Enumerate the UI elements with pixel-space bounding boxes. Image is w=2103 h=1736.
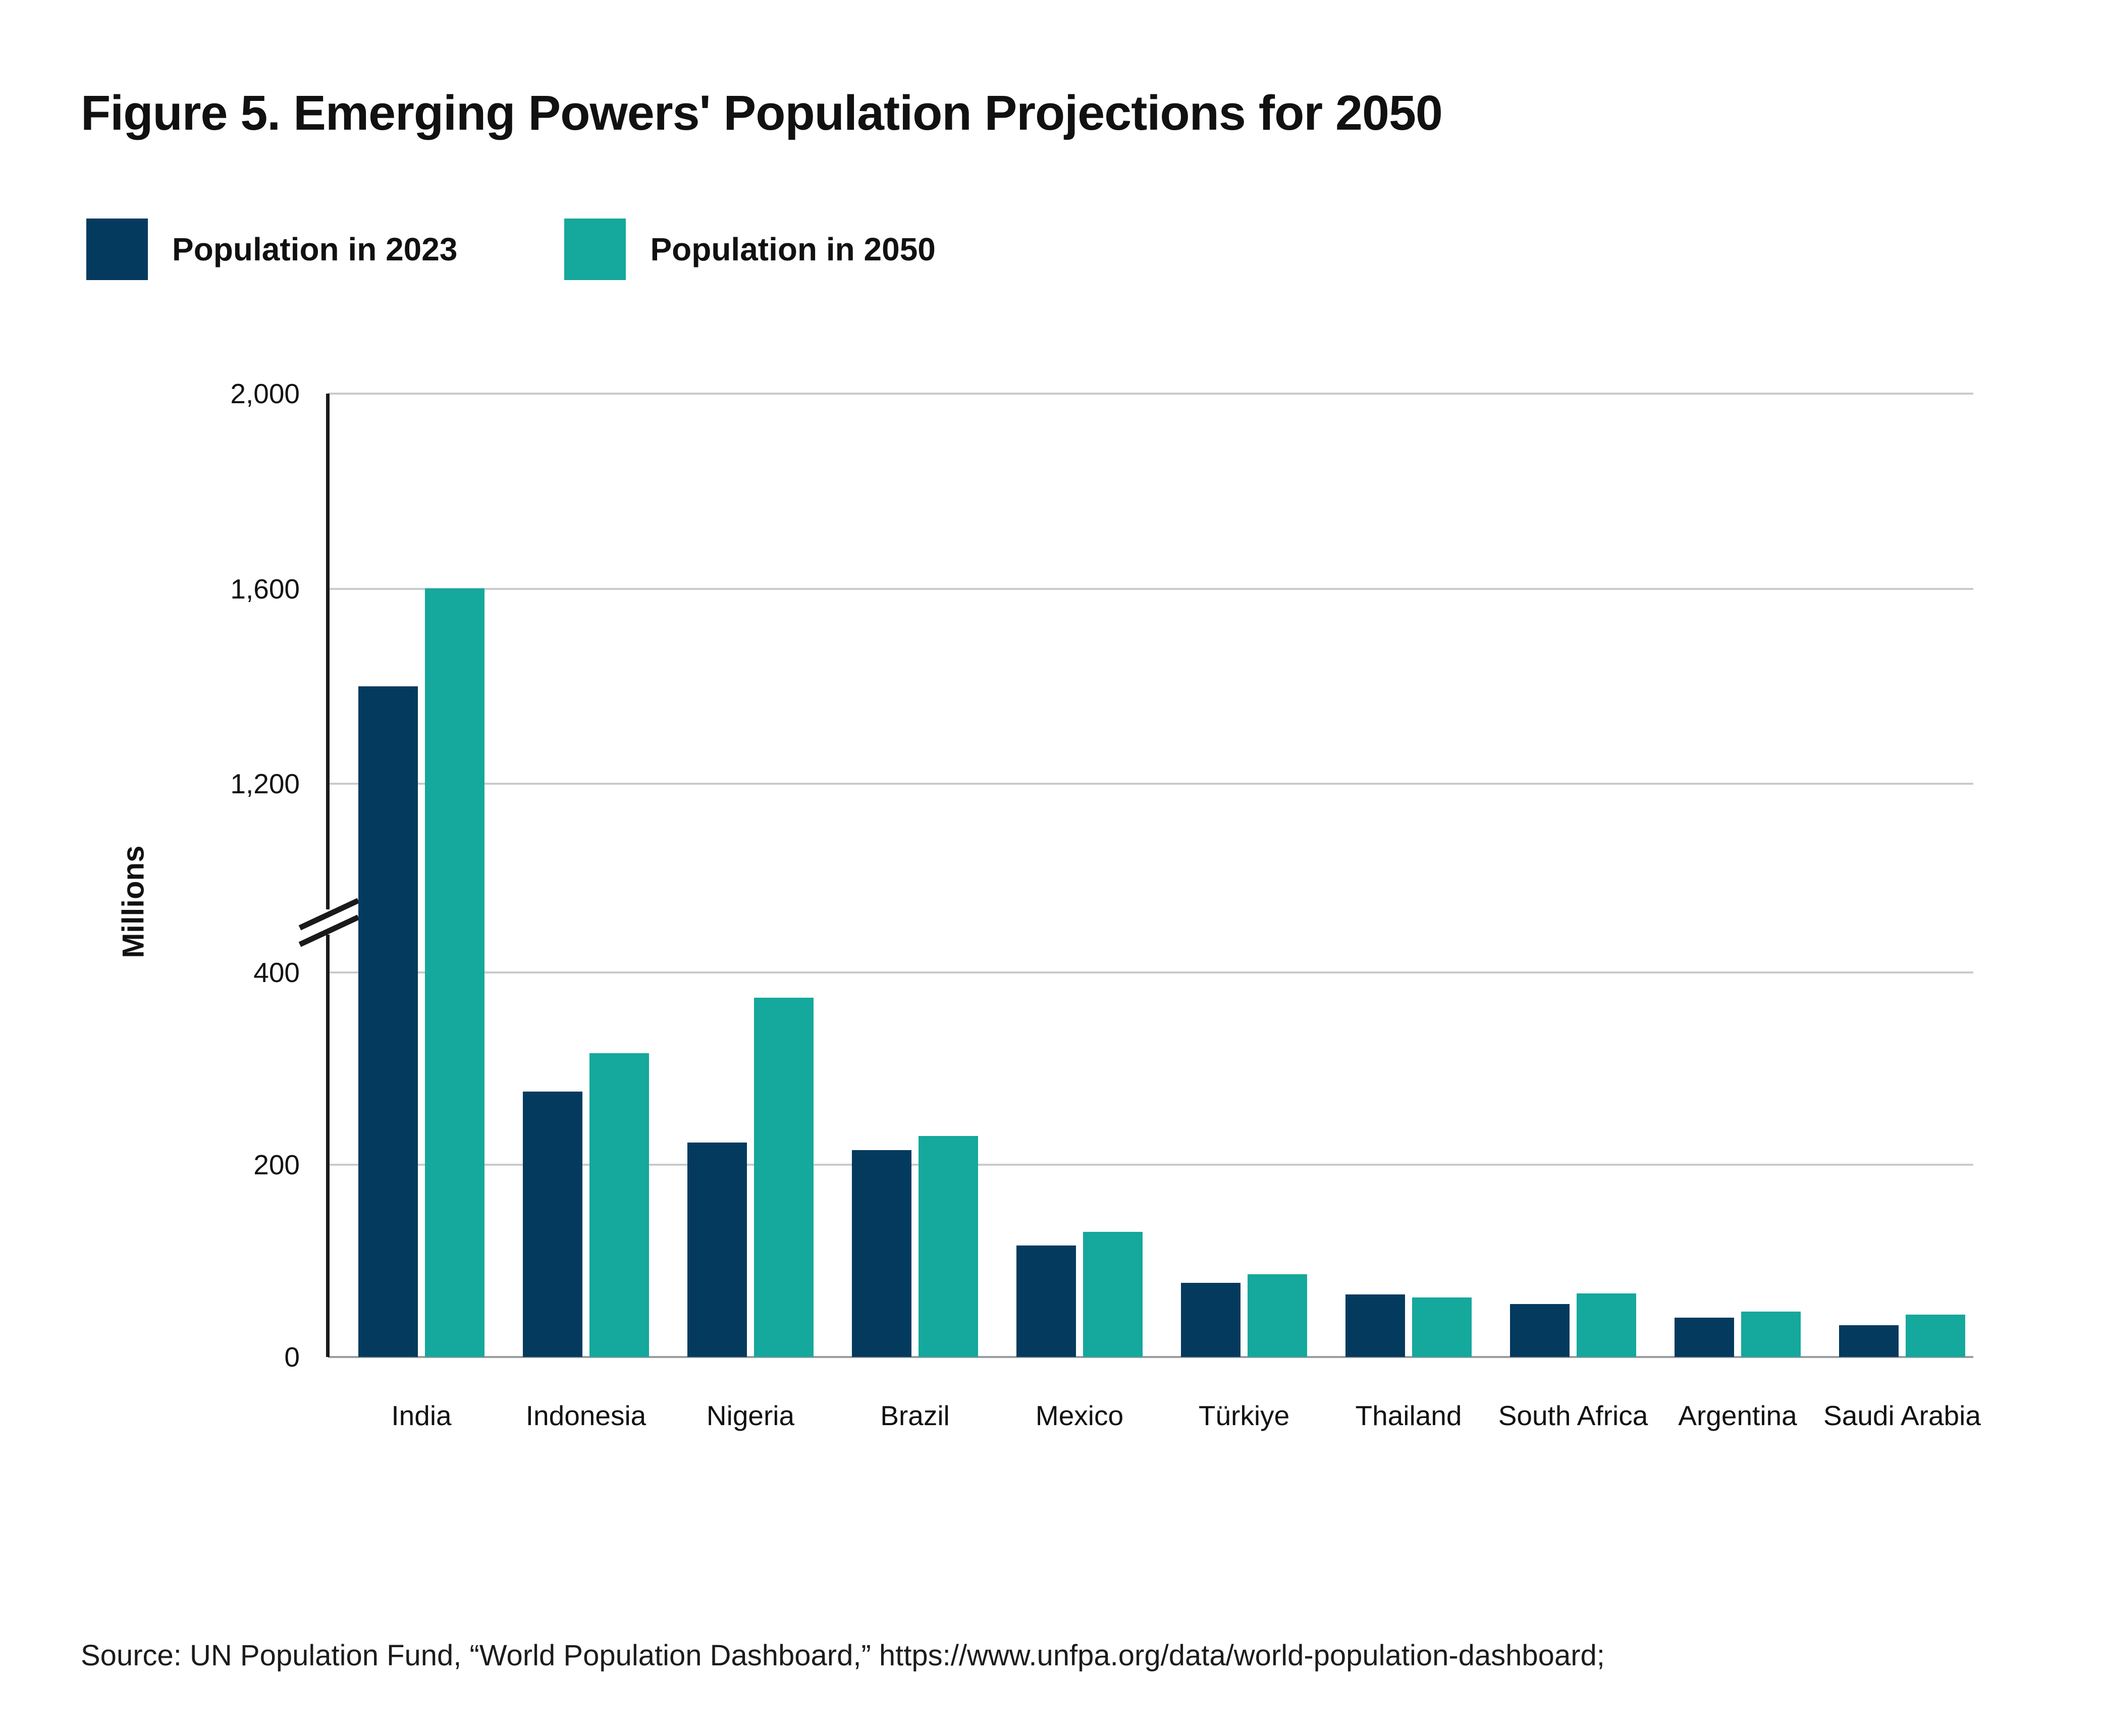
legend-label-2023: Population in 2023 — [172, 231, 458, 267]
y-axis-title: Millions — [116, 845, 150, 958]
plot-area: India Indonesia Nigeria Brazil Mexico Türkiye… — [298, 393, 1981, 1431]
y-axis-tick-labels: 0 200 400 1,200 1,600 2,000 — [0, 0, 300, 1736]
x-label-saudi-arabia: Saudi Arabia — [1823, 1400, 1981, 1431]
figure-title: Figure 5. Emerging Powers' Population Pr… — [81, 85, 1443, 140]
bar-group-india: India — [358, 394, 484, 1431]
x-label-nigeria: Nigeria — [706, 1400, 795, 1431]
bar-thailand-2023 — [1345, 1294, 1405, 1357]
bar-türkiye-2023 — [1181, 1283, 1241, 1357]
gridline-1,200 — [328, 783, 1973, 785]
gridline-1,600 — [328, 587, 1973, 590]
y-tick-1,200: 1,200 — [230, 768, 300, 799]
bar-mexico-2050 — [1083, 1232, 1143, 1357]
bar-nigeria-2050 — [754, 998, 814, 1357]
bar-south-africa-2023 — [1510, 1304, 1570, 1357]
bar-group-thailand: Thailand — [1345, 394, 1472, 1431]
bar-indonesia-2023 — [523, 1092, 582, 1357]
bar-group-türkiye: Türkiye — [1181, 394, 1307, 1431]
gridline-200 — [328, 1164, 1973, 1166]
legend-item-2050: Population in 2050 — [564, 219, 936, 280]
legend-item-2023: Population in 2023 — [86, 219, 457, 280]
x-label-indonesia: Indonesia — [525, 1400, 646, 1431]
x-label-türkiye: Türkiye — [1198, 1400, 1290, 1431]
bar-brazil-2050 — [919, 1136, 978, 1357]
bar-group-brazil: Brazil — [852, 394, 978, 1431]
bar-south-africa-2050 — [1577, 1293, 1636, 1357]
y-tick-400: 400 — [253, 957, 300, 988]
bar-india-2023 — [358, 686, 418, 1357]
x-label-thailand: Thailand — [1355, 1400, 1462, 1431]
bar-group-indonesia: Indonesia — [523, 394, 649, 1431]
legend-swatch-2023 — [86, 219, 148, 280]
bar-group-south-africa: South Africa — [1498, 394, 1648, 1431]
source-line-1: Source: UN Population Fund, “World Popul… — [81, 1639, 1605, 1672]
x-label-brazil: Brazil — [880, 1400, 950, 1431]
bar-group-nigeria: Nigeria — [687, 394, 814, 1431]
y-tick-2,000: 2,000 — [230, 378, 300, 409]
bar-group-saudi-arabia: Saudi Arabia — [1823, 394, 1981, 1431]
bar-argentina-2023 — [1675, 1318, 1734, 1357]
bar-türkiye-2050 — [1248, 1274, 1307, 1357]
gridline-2,000 — [328, 393, 1973, 395]
bar-thailand-2050 — [1412, 1297, 1472, 1357]
y-axis-line-upper — [326, 394, 330, 909]
bar-group-mexico: Mexico — [1016, 394, 1143, 1431]
legend: Population in 2023 Population in 2050 — [86, 219, 936, 280]
bar-saudi-arabia-2023 — [1839, 1325, 1899, 1357]
y-axis-line-lower — [326, 935, 330, 1357]
x-label-argentina: Argentina — [1678, 1400, 1797, 1431]
bar-groups: India Indonesia Nigeria Brazil Mexico Türkiye… — [328, 394, 1981, 1431]
legend-swatch-2050 — [564, 219, 626, 280]
bar-saudi-arabia-2050 — [1906, 1315, 1965, 1357]
y-tick-0: 0 — [284, 1341, 300, 1373]
y-tick-200: 200 — [253, 1149, 300, 1180]
x-label-mexico: Mexico — [1035, 1400, 1124, 1431]
gridline-400 — [328, 971, 1973, 973]
x-label-india: India — [391, 1400, 452, 1431]
x-axis-line — [328, 1356, 1973, 1358]
y-tick-1,600: 1,600 — [230, 573, 300, 605]
bar-mexico-2023 — [1016, 1245, 1076, 1357]
bar-indonesia-2050 — [589, 1053, 649, 1357]
bar-group-argentina: Argentina — [1675, 394, 1801, 1431]
bar-india-2050 — [425, 588, 484, 1357]
bar-argentina-2050 — [1741, 1312, 1801, 1357]
bar-brazil-2023 — [852, 1150, 911, 1357]
x-label-south-africa: South Africa — [1498, 1400, 1648, 1431]
bar-nigeria-2023 — [687, 1143, 747, 1357]
source-note: Source: UN Population Fund, “World Popul… — [81, 1540, 1605, 1736]
legend-label-2050: Population in 2050 — [650, 231, 936, 267]
